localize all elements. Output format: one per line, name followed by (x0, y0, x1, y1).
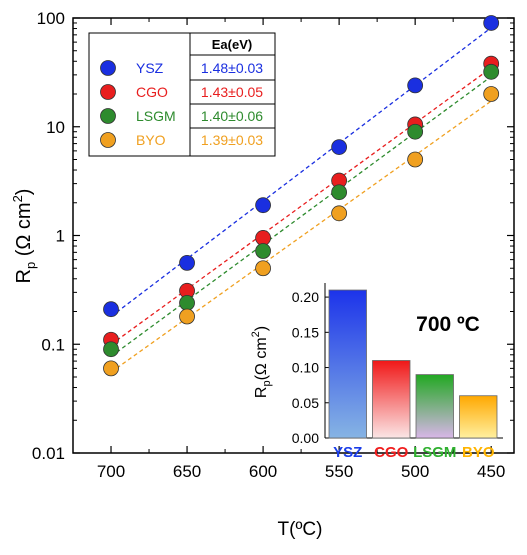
legend-label-ysz: YSZ (136, 60, 164, 76)
inset-y-label: Rp(Ω cm2) (250, 326, 273, 398)
x-tick-label: 500 (401, 462, 429, 481)
y-label-unit-close: ) (13, 189, 35, 196)
inset-category-labels: YSZ CGO LSGM BYO (333, 444, 495, 461)
inset-bar-lsgm (415, 374, 454, 439)
legend-ea-cgo: 1.43±0.05 (201, 84, 263, 100)
data-point-ysz (331, 139, 348, 155)
inset-category-lsgm: LSGM (413, 444, 456, 461)
legend-label-cgo: CGO (136, 84, 168, 100)
x-tick-label: 550 (325, 462, 353, 481)
inset-bar-ysz (328, 289, 367, 439)
data-point-byo (483, 86, 500, 102)
legend-label-byo: BYO (136, 132, 166, 148)
inset-bars (328, 289, 498, 439)
inset-y-tick-label: 0.00 (292, 430, 319, 446)
data-point-ysz (179, 254, 195, 271)
inset-category-ysz: YSZ (333, 444, 362, 461)
inset-bar-cgo (372, 360, 411, 439)
inset-y-label-unit-sup: 2 (250, 331, 262, 337)
data-point-ysz (255, 197, 271, 214)
x-axis-label: T(ºC) (278, 519, 323, 540)
y-tick-label: 10 (46, 118, 65, 137)
inset-category-byo: BYO (462, 444, 495, 461)
y-label-main: R (13, 269, 35, 283)
data-point-byo (103, 360, 119, 377)
data-point-byo (331, 205, 348, 222)
y-label-sub: p (23, 262, 38, 269)
inset-category-cgo: CGO (374, 444, 409, 461)
data-point-ysz (103, 301, 119, 318)
data-point-lsgm (407, 123, 424, 140)
inset-y-label-unit-open: (Ω cm (253, 337, 270, 380)
legend-ea-byo: 1.39±0.03 (201, 132, 263, 148)
y-label-unit-sup: 2 (10, 195, 25, 202)
legend-label-lsgm: LSGM (136, 108, 176, 124)
data-point-ysz (483, 15, 500, 31)
inset-bar-byo (459, 395, 498, 439)
fit-line-lsgm (110, 76, 492, 357)
legend: Ea(eV) YSZ 1.48±0.03 CGO 1.43±0.05 LSGM 1.40±… (88, 32, 276, 157)
data-point-lsgm (103, 341, 119, 358)
inset-y-label-sub: p (261, 380, 273, 386)
y-tick-label: 100 (37, 9, 65, 28)
legend-header: Ea(eV) (212, 37, 252, 52)
legend-border (88, 32, 276, 157)
inset-y-tick-label: 0.20 (292, 289, 319, 305)
legend-rows: YSZ 1.48±0.03 CGO 1.43±0.05 LSGM 1.40±0.06 BYO… (100, 60, 275, 148)
legend-marker-ysz (100, 60, 116, 76)
x-tick-label: 450 (477, 462, 505, 481)
y-tick-label: 0.01 (32, 444, 65, 463)
data-point-lsgm (331, 184, 348, 201)
inset-y-tick-label: 0.05 (292, 395, 319, 411)
y-tick-label: 1 (56, 227, 65, 246)
data-point-lsgm (179, 295, 195, 311)
svg-text:Rp(Ω cm2): Rp(Ω cm2) (250, 326, 273, 398)
fit-lines (110, 27, 492, 373)
inset-y-ticks: 0.00 0.05 0.10 0.15 0.20 (292, 289, 330, 446)
x-tick-label: 700 (97, 462, 125, 481)
inset-y-tick-label: 0.15 (292, 324, 319, 340)
data-point-byo (179, 308, 195, 325)
svg-text:Rp (Ω cm2): Rp (Ω cm2) (10, 189, 38, 284)
legend-marker-byo (100, 132, 116, 148)
inset-title: 700 ºC (416, 313, 480, 336)
data-points (103, 15, 500, 377)
data-point-byo (407, 151, 424, 168)
data-point-lsgm (483, 63, 500, 80)
data-point-lsgm (255, 243, 271, 259)
data-point-byo (255, 260, 271, 277)
legend-marker-cgo (100, 84, 116, 100)
main-axes: 0.01 0.1 1 10 100 700 650 600 550 500 450 (32, 9, 514, 481)
data-point-ysz (407, 77, 424, 94)
x-tick-label: 600 (249, 462, 277, 481)
inset-y-tick-label: 0.10 (292, 360, 319, 376)
y-tick-label: 0.1 (41, 335, 65, 354)
y-axis-label: Rp (Ω cm2) (10, 189, 38, 284)
legend-ea-ysz: 1.48±0.03 (201, 60, 263, 76)
legend-marker-lsgm (100, 108, 116, 124)
y-label-unit-open: (Ω cm (13, 202, 35, 261)
x-tick-label: 650 (173, 462, 201, 481)
fit-line-cgo (110, 67, 492, 346)
legend-ea-lsgm: 1.40±0.06 (201, 108, 263, 124)
fit-line-byo (110, 100, 492, 373)
inset-y-label-main: R (253, 387, 270, 399)
fit-line-ysz (110, 27, 492, 318)
inset-y-label-unit-close: ) (253, 326, 270, 331)
inset-bar-chart: 0.00 0.05 0.10 0.15 0.20 YSZ CGO LSGM BYO 700 º… (250, 270, 505, 461)
